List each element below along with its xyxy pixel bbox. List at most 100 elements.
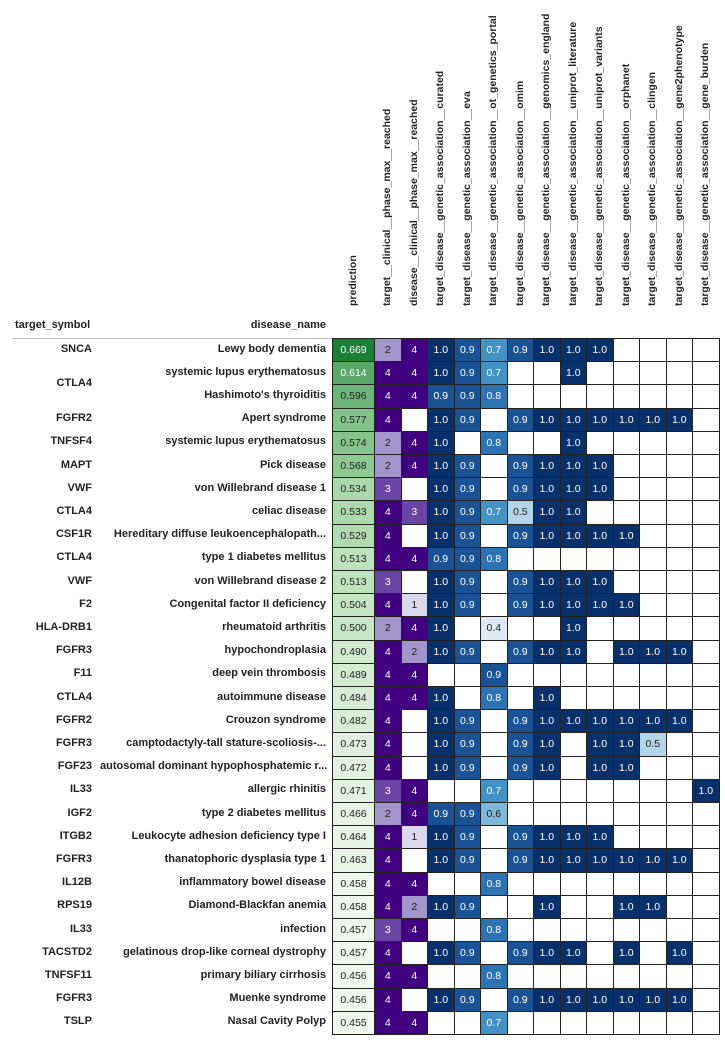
heatmap-cell-target_disease__genetic_association__eva — [453, 871, 481, 896]
heatmap-cell-target_disease__genetic_association__gene_burden — [692, 384, 720, 409]
heatmap-cell-target_disease__genetic_association__uniprot_literature — [559, 384, 587, 409]
heatmap-cell-target_disease__genetic_association__curated — [427, 1010, 455, 1035]
heatmap-cell-target_disease__genetic_association__omim — [506, 662, 534, 687]
heatmap-cell-target_disease__genetic_association__uniprot_variants: 1.0 — [586, 407, 614, 432]
column-header-target_disease__genetic_association__omim: target_disease__genetic_association__omi… — [513, 80, 526, 306]
heatmap-cell-target_disease__genetic_association__curated — [427, 778, 455, 803]
heatmap-cell-target_disease__genetic_association__clingen: 1.0 — [639, 639, 667, 664]
heatmap-cell-target_disease__genetic_association__clingen — [639, 616, 667, 641]
heatmap-cell-target_disease__genetic_association__uniprot_literature — [559, 755, 587, 780]
target-symbol-label: FGFR3 — [55, 737, 92, 749]
target-symbol-label: CSF1R — [55, 528, 92, 541]
heatmap-cell-target_disease__genetic_association__orphanet — [612, 430, 640, 455]
heatmap-cell-target_disease__genetic_association__genomics_england: 1.0 — [533, 500, 561, 525]
heatmap-cell-target_disease__genetic_association__gene2phenotype: 1.0 — [665, 407, 693, 432]
disease-name-label: Apert syndrome — [241, 412, 326, 425]
heatmap-cell-disease__clinical__phase_max__reached: 4 — [400, 338, 428, 363]
heatmap-cell-target_disease__genetic_association__eva: 0.9 — [453, 454, 481, 479]
heatmap-cell-target_disease__genetic_association__uniprot_literature — [559, 802, 587, 827]
heatmap-cell-target_disease__genetic_association__omim: 0.9 — [506, 338, 534, 363]
heatmap-cell-target_disease__genetic_association__gene_burden — [692, 477, 720, 502]
heatmap-cell-target_disease__genetic_association__gene_burden: 1.0 — [692, 778, 720, 803]
disease-name-label: autosomal dominant hypophosphatemic r... — [100, 760, 328, 773]
heatmap-cell-target_disease__genetic_association__clingen — [639, 546, 667, 571]
heatmap-cell-target_disease__genetic_association__omim — [506, 918, 534, 943]
disease-name-label: autoimmune disease — [217, 690, 326, 703]
heatmap-cell-target_disease__genetic_association__eva: 0.9 — [453, 732, 481, 757]
heatmap-cell-disease__clinical__phase_max__reached: 1 — [400, 825, 428, 850]
heatmap-cell-target_disease__genetic_association__orphanet — [612, 662, 640, 687]
disease-name-label: von Willebrand disease 1 — [194, 481, 326, 494]
heatmap-cell-target_disease__genetic_association__uniprot_variants — [586, 964, 614, 989]
prediction-cell: 0.472 — [332, 755, 375, 780]
heatmap-cell-disease__clinical__phase_max__reached: 4 — [400, 964, 428, 989]
heatmap-cell-target_disease__genetic_association__uniprot_literature: 1.0 — [559, 709, 587, 734]
disease-name-label: gelatinous drop-like corneal dystrophy — [123, 945, 326, 958]
heatmap-cell-target_disease__genetic_association__gene2phenotype — [665, 871, 693, 896]
heatmap-cell-target_disease__genetic_association__gene_burden — [692, 593, 720, 618]
heatmap-cell-target_disease__genetic_association__omim: 0.5 — [506, 500, 534, 525]
heatmap-cell-target_disease__genetic_association__genomics_england: 1.0 — [533, 825, 561, 850]
disease-name-label: Crouzon syndrome — [225, 713, 326, 726]
heatmap-cell-target_disease__genetic_association__clingen: 1.0 — [639, 987, 667, 1012]
heatmap-cell-target_disease__genetic_association__clingen — [639, 570, 667, 595]
heatmap-cell-target_disease__genetic_association__genomics_england: 1.0 — [533, 987, 561, 1012]
heatmap-cell-target_disease__genetic_association__eva — [453, 662, 481, 687]
disease-name-label: hypochondroplasia — [224, 644, 326, 657]
heatmap-cell-target__clinical__phase_max__reached: 4 — [374, 964, 402, 989]
prediction-cell: 0.457 — [332, 941, 375, 966]
heatmap-cell-target_disease__genetic_association__gene2phenotype — [665, 825, 693, 850]
heatmap-cell-target_disease__genetic_association__curated: 0.9 — [427, 546, 455, 571]
heatmap-cell-target_disease__genetic_association__ot_genetics_portal — [480, 523, 508, 548]
heatmap-cell-target_disease__genetic_association__uniprot_variants — [586, 894, 614, 919]
heatmap-cell-target_disease__genetic_association__gene2phenotype — [665, 454, 693, 479]
heatmap-cell-target_disease__genetic_association__uniprot_variants — [586, 778, 614, 803]
target-symbol-label: IL33 — [69, 783, 92, 796]
heatmap-cell-target_disease__genetic_association__orphanet — [612, 361, 640, 386]
heatmap-cell-target_disease__genetic_association__gene2phenotype — [665, 662, 693, 687]
heatmap-cell-target_disease__genetic_association__curated: 1.0 — [427, 987, 455, 1012]
heatmap-cell-target_disease__genetic_association__genomics_england — [533, 384, 561, 409]
heatmap-cell-target_disease__genetic_association__clingen — [639, 523, 667, 548]
prediction-cell: 0.456 — [332, 987, 375, 1012]
disease-name-label: type 1 diabetes mellitus — [201, 551, 326, 564]
heatmap-cell-disease__clinical__phase_max__reached — [400, 755, 428, 780]
target-symbol-label: RPS19 — [57, 899, 92, 912]
heatmap-cell-target_disease__genetic_association__uniprot_variants — [586, 500, 614, 525]
heatmap-cell-target_disease__genetic_association__ot_genetics_portal — [480, 593, 508, 618]
heatmap-cell-target_disease__genetic_association__orphanet — [612, 616, 640, 641]
heatmap-cell-target_disease__genetic_association__eva: 0.9 — [453, 593, 481, 618]
prediction-cell: 0.456 — [332, 964, 375, 989]
heatmap-cell-target_disease__genetic_association__uniprot_literature: 1.0 — [559, 616, 587, 641]
heatmap-cell-target_disease__genetic_association__gene_burden — [692, 361, 720, 386]
heatmap-cell-target_disease__genetic_association__genomics_england — [533, 430, 561, 455]
heatmap-cell-target_disease__genetic_association__clingen — [639, 686, 667, 711]
heatmap-cell-target_disease__genetic_association__omim: 0.9 — [506, 709, 534, 734]
heatmap-cell-target_disease__genetic_association__clingen — [639, 778, 667, 803]
heatmap-cell-target_disease__genetic_association__ot_genetics_portal — [480, 825, 508, 850]
heatmap-cell-target_disease__genetic_association__gene2phenotype — [665, 570, 693, 595]
heatmap-cell-target_disease__genetic_association__genomics_england: 1.0 — [533, 570, 561, 595]
target-symbol-label: FGF23 — [57, 760, 92, 773]
heatmap-cell-target_disease__genetic_association__eva: 0.9 — [453, 987, 481, 1012]
heatmap-cell-target_disease__genetic_association__uniprot_variants — [586, 639, 614, 664]
disease-name-label: systemic lupus erythematosus — [165, 365, 326, 378]
heatmap-cell-target_disease__genetic_association__gene2phenotype — [665, 686, 693, 711]
heatmap-cell-target_disease__genetic_association__gene2phenotype: 1.0 — [665, 709, 693, 734]
heatmap-cell-target_disease__genetic_association__orphanet — [612, 918, 640, 943]
heatmap-cell-target__clinical__phase_max__reached: 4 — [374, 686, 402, 711]
heatmap-cell-disease__clinical__phase_max__reached — [400, 477, 428, 502]
heatmap-cell-target__clinical__phase_max__reached: 4 — [374, 361, 402, 386]
column-header-target__clinical__phase_max__reached: target__clinical__phase_max__reached — [381, 108, 394, 306]
heatmap-cell-target_disease__genetic_association__ot_genetics_portal: 0.8 — [480, 918, 508, 943]
heatmap-cell-target_disease__genetic_association__gene2phenotype: 1.0 — [665, 987, 693, 1012]
heatmap-cell-target_disease__genetic_association__uniprot_variants: 1.0 — [586, 593, 614, 618]
heatmap-cell-target_disease__genetic_association__orphanet: 1.0 — [612, 407, 640, 432]
heatmap-cell-target_disease__genetic_association__curated: 1.0 — [427, 570, 455, 595]
heatmap-cell-target_disease__genetic_association__gene_burden — [692, 732, 720, 757]
heatmap-cell-disease__clinical__phase_max__reached — [400, 407, 428, 432]
heatmap-cell-target_disease__genetic_association__uniprot_variants: 1.0 — [586, 523, 614, 548]
prediction-cell: 0.500 — [332, 616, 375, 641]
heatmap-cell-target_disease__genetic_association__clingen — [639, 593, 667, 618]
heatmap-cell-target_disease__genetic_association__curated: 1.0 — [427, 686, 455, 711]
